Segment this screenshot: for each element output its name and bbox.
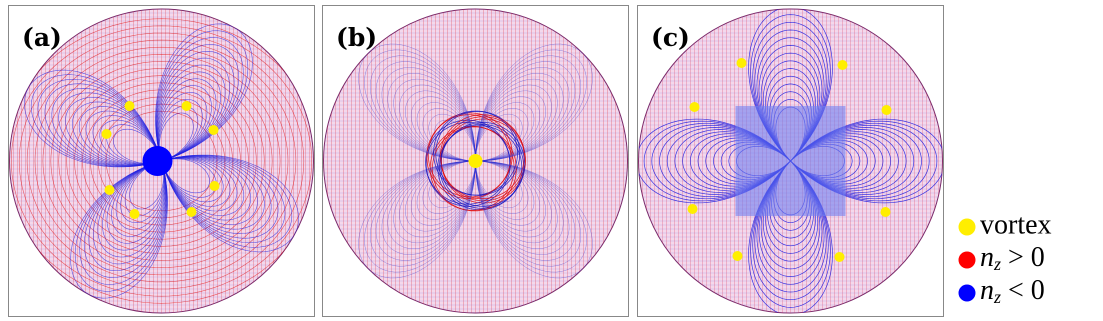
core bbox=[142, 146, 173, 176]
vortex bbox=[104, 185, 115, 195]
vortex bbox=[208, 125, 219, 135]
lobe bbox=[44, 44, 279, 278]
lobe bbox=[30, 30, 293, 292]
vortex bbox=[736, 58, 747, 68]
lobe bbox=[393, 78, 558, 244]
lobe bbox=[369, 55, 582, 267]
subscript: z bbox=[993, 254, 1001, 274]
symbol: n bbox=[980, 275, 994, 306]
vortex bbox=[468, 154, 483, 168]
legend-label: nz > 0 bbox=[980, 242, 1045, 274]
symbol: n bbox=[980, 242, 994, 273]
ring bbox=[426, 114, 512, 200]
band bbox=[50, 61, 273, 261]
lobe bbox=[638, 9, 943, 313]
ring bbox=[433, 110, 518, 196]
panel: (a) bbox=[8, 5, 315, 317]
panel-label: (c) bbox=[651, 23, 690, 52]
vortex bbox=[687, 204, 698, 214]
ring bbox=[440, 121, 526, 207]
lobe bbox=[659, 29, 922, 293]
legend-label: nz < 0 bbox=[980, 275, 1045, 307]
vortex bbox=[881, 105, 892, 115]
band bbox=[18, 32, 305, 290]
vortex bbox=[209, 181, 220, 191]
band bbox=[66, 75, 257, 247]
band bbox=[34, 46, 289, 276]
ring bbox=[427, 112, 513, 198]
band bbox=[105, 110, 218, 212]
vortex bbox=[129, 209, 140, 219]
legend-label: vortex bbox=[980, 209, 1052, 240]
panel-label: (a) bbox=[22, 23, 62, 52]
band bbox=[58, 68, 265, 254]
lobe bbox=[65, 64, 258, 258]
vortex bbox=[837, 60, 848, 70]
lobe bbox=[381, 67, 570, 255]
pattern bbox=[323, 9, 628, 313]
vortex bbox=[834, 252, 845, 262]
ring bbox=[425, 121, 511, 207]
band bbox=[26, 39, 297, 283]
vortex bbox=[124, 101, 135, 111]
band bbox=[74, 82, 249, 240]
lobe bbox=[71, 71, 252, 251]
lobe bbox=[113, 112, 210, 210]
legend-marker bbox=[958, 218, 976, 236]
relation: > 0 bbox=[1001, 242, 1045, 273]
lobe bbox=[85, 85, 238, 237]
lobe bbox=[651, 21, 930, 301]
vortex bbox=[101, 129, 112, 139]
vortex bbox=[732, 251, 743, 261]
panel: (b) bbox=[322, 5, 629, 317]
band bbox=[9, 18, 314, 304]
lobe bbox=[37, 37, 286, 285]
lobe bbox=[92, 92, 231, 230]
lobe bbox=[410, 96, 541, 226]
vortex bbox=[181, 101, 192, 111]
relation: < 0 bbox=[1001, 275, 1045, 306]
lobe bbox=[387, 73, 564, 249]
pattern bbox=[638, 9, 943, 313]
vortex bbox=[880, 207, 891, 217]
subscript: z bbox=[993, 287, 1001, 307]
core bbox=[735, 106, 846, 216]
panels: (a) (b) (c) bbox=[8, 5, 944, 317]
lobe bbox=[434, 119, 517, 203]
legend-marker bbox=[958, 251, 976, 269]
vortex bbox=[689, 102, 700, 112]
lobe bbox=[78, 78, 245, 244]
panel-label: (b) bbox=[336, 23, 377, 52]
lobe bbox=[99, 99, 224, 223]
band bbox=[10, 25, 312, 297]
panel: (c) bbox=[637, 5, 944, 317]
vortex bbox=[186, 207, 197, 217]
legend-marker bbox=[958, 284, 976, 302]
lobe bbox=[375, 61, 576, 261]
lobe bbox=[643, 14, 938, 308]
band bbox=[42, 53, 281, 269]
lobe bbox=[364, 49, 587, 273]
lobe bbox=[428, 113, 523, 209]
